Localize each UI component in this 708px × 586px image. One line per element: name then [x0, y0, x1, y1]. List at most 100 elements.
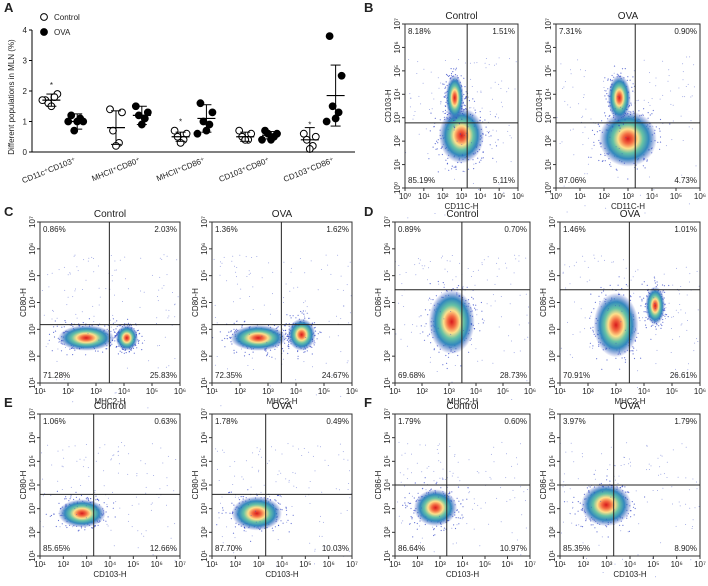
event-dot [315, 549, 316, 550]
event-dot [577, 59, 578, 60]
y-tick-label: 10⁵ [28, 455, 37, 467]
event-dot [599, 130, 600, 131]
event-dot [466, 156, 467, 157]
event-dot [419, 134, 420, 135]
event-dot [247, 489, 248, 490]
event-dot [668, 285, 669, 286]
event-dot [514, 352, 515, 353]
event-dot [136, 497, 137, 498]
event-dot [224, 346, 225, 347]
density-region [288, 319, 316, 351]
event-dot [399, 274, 400, 275]
event-dot [475, 112, 476, 113]
event-dot [80, 485, 81, 486]
event-dot [465, 98, 466, 99]
event-dot [478, 270, 479, 271]
event-dot [664, 292, 665, 293]
event-dot [302, 312, 303, 313]
event-dot [418, 493, 419, 494]
quadrant-label: 8.18% [408, 27, 431, 36]
plot [397, 442, 530, 555]
event-dot [655, 326, 656, 327]
event-dot [158, 300, 159, 301]
event-dot [609, 116, 610, 117]
event-dot [475, 285, 476, 286]
event-dot [260, 449, 261, 450]
event-dot [142, 343, 143, 344]
event-dot [479, 162, 480, 163]
event-dot [650, 105, 651, 106]
event-dot [446, 117, 447, 118]
event-dot [433, 147, 434, 148]
event-dot [671, 139, 672, 140]
event-dot [570, 69, 571, 70]
event-dot [427, 153, 428, 154]
event-dot [634, 358, 635, 359]
quadrant-label: 2.03% [154, 225, 177, 234]
event-dot [42, 290, 43, 291]
event-dot [46, 514, 47, 515]
plot-title: OVA [618, 11, 639, 22]
y-axis-label: Different populations in MLN (%) [7, 39, 16, 155]
event-dot [244, 355, 245, 356]
event-dot [445, 355, 446, 356]
event-dot [286, 508, 287, 509]
event-dot [275, 500, 276, 501]
y-tick-label: 10³ [383, 323, 392, 335]
event-dot [632, 76, 633, 77]
event-dot [273, 530, 274, 531]
event-dot [610, 79, 611, 80]
plot-title: Control [94, 209, 126, 220]
event-dot [284, 339, 285, 340]
event-dot [307, 313, 308, 314]
event-dot [312, 366, 313, 367]
event-dot [455, 69, 456, 70]
event-dot [631, 104, 632, 105]
event-dot [58, 503, 59, 504]
event-dot [444, 88, 445, 89]
event-dot [147, 473, 148, 474]
event-dot [341, 276, 342, 277]
event-dot [482, 108, 483, 109]
event-dot [412, 324, 413, 325]
event-dot [643, 165, 644, 166]
event-dot [91, 257, 92, 258]
event-dot [436, 483, 437, 484]
y-tick-label: 10⁷ [548, 216, 557, 228]
event-dot [630, 339, 631, 340]
event-dot [120, 325, 121, 326]
event-dot [235, 497, 236, 498]
event-dot [238, 497, 239, 498]
event-dot [447, 368, 448, 369]
event-dot [300, 311, 301, 312]
event-dot [698, 309, 699, 310]
event-dot [128, 453, 129, 454]
event-dot [670, 104, 671, 105]
event-dot [451, 75, 452, 76]
event-dot [588, 157, 589, 158]
y-tick-label: 10⁵ [548, 270, 557, 282]
event-dot [498, 84, 499, 85]
event-dot [132, 345, 133, 346]
event-dot [475, 348, 476, 349]
event-dot [567, 322, 568, 323]
event-dot [252, 286, 253, 287]
event-dot [585, 127, 586, 128]
event-dot [267, 354, 268, 355]
event-dot [159, 345, 160, 346]
event-dot [438, 352, 439, 353]
event-dot [259, 451, 260, 452]
event-dot [271, 357, 272, 358]
event-dot [275, 358, 276, 359]
event-dot [576, 262, 577, 263]
y-tick-label: 10¹ [393, 158, 402, 170]
event-dot [557, 117, 558, 118]
event-dot [258, 454, 259, 455]
event-dot [515, 89, 516, 90]
event-dot [58, 342, 59, 343]
event-dot [605, 208, 606, 209]
event-dot [631, 87, 632, 88]
event-dot [665, 318, 666, 319]
event-dot [160, 258, 161, 259]
y-tick-label: 10⁶ [383, 243, 392, 255]
